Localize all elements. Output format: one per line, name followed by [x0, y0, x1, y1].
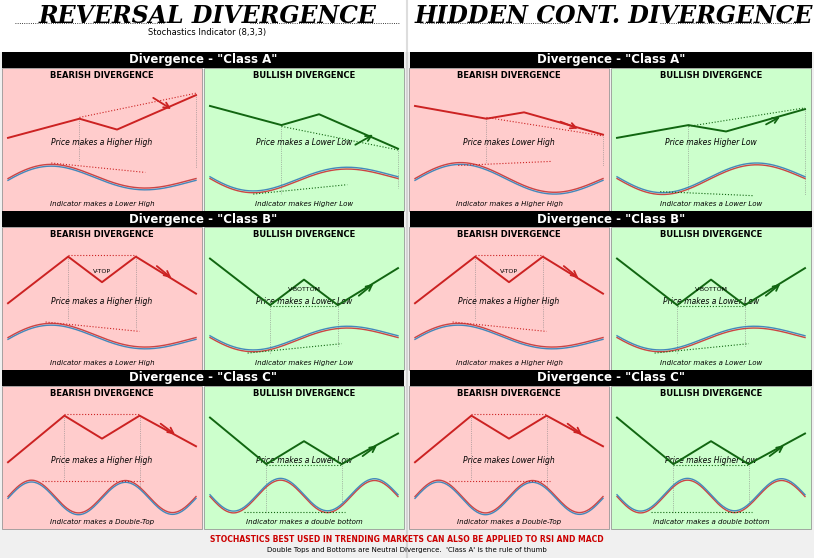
Text: Indicator makes a Higher High: Indicator makes a Higher High [456, 201, 562, 207]
Text: Indicator makes a double bottom: Indicator makes a double bottom [246, 519, 362, 525]
FancyBboxPatch shape [2, 370, 404, 386]
Text: Indicator makes Higher Low: Indicator makes Higher Low [255, 360, 353, 366]
Text: Stochastics Indicator (8,3,3): Stochastics Indicator (8,3,3) [148, 28, 266, 37]
Text: V-TOP: V-TOP [93, 270, 111, 274]
Text: Indicator makes a Double-Top: Indicator makes a Double-Top [457, 519, 561, 525]
Text: Indicator makes a Lower Low: Indicator makes a Lower Low [660, 360, 762, 366]
Text: BULLISH DIVERGENCE: BULLISH DIVERGENCE [660, 389, 762, 398]
Text: Indicator makes a Lower Low: Indicator makes a Lower Low [660, 201, 762, 207]
Text: V-BOTTOM: V-BOTTOM [694, 287, 728, 292]
Text: BEARISH DIVERGENCE: BEARISH DIVERGENCE [50, 71, 154, 80]
Text: BULLISH DIVERGENCE: BULLISH DIVERGENCE [660, 71, 762, 80]
Text: Indicator makes a Higher High: Indicator makes a Higher High [456, 360, 562, 366]
Text: Price makes Lower High: Price makes Lower High [463, 138, 555, 147]
Text: Indicator makes Higher Low: Indicator makes Higher Low [255, 201, 353, 207]
Text: Indicator makes a Lower High: Indicator makes a Lower High [50, 360, 155, 366]
FancyBboxPatch shape [2, 68, 202, 211]
Text: Divergence - "Class B": Divergence - "Class B" [537, 213, 685, 225]
FancyBboxPatch shape [409, 386, 609, 529]
FancyBboxPatch shape [204, 386, 404, 529]
Text: Price makes Higher Low: Price makes Higher Low [665, 456, 757, 465]
FancyBboxPatch shape [611, 227, 811, 370]
Text: Price makes a Lower Low: Price makes a Lower Low [256, 297, 352, 306]
Text: V-BOTTOM: V-BOTTOM [287, 287, 321, 292]
FancyBboxPatch shape [0, 0, 814, 52]
Text: Indicator makes a Lower High: Indicator makes a Lower High [50, 201, 155, 207]
Text: Price makes a Lower Low: Price makes a Lower Low [256, 138, 352, 147]
Text: Divergence - "Class C": Divergence - "Class C" [537, 372, 685, 384]
FancyBboxPatch shape [2, 52, 404, 68]
Text: Price makes a Higher High: Price makes a Higher High [458, 297, 560, 306]
FancyBboxPatch shape [204, 68, 404, 211]
FancyBboxPatch shape [409, 227, 609, 370]
Text: Price makes a Higher High: Price makes a Higher High [51, 138, 153, 147]
FancyBboxPatch shape [611, 386, 811, 529]
FancyBboxPatch shape [410, 211, 812, 227]
Text: BEARISH DIVERGENCE: BEARISH DIVERGENCE [457, 389, 561, 398]
FancyBboxPatch shape [410, 52, 812, 68]
Text: STOCHASTICS BEST USED IN TRENDING MARKETS CAN ALSO BE APPLIED TO RSI AND MACD: STOCHASTICS BEST USED IN TRENDING MARKET… [210, 536, 604, 545]
Text: BEARISH DIVERGENCE: BEARISH DIVERGENCE [50, 230, 154, 239]
Text: Price makes a Higher High: Price makes a Higher High [51, 456, 153, 465]
Text: Indicator makes a Double-Top: Indicator makes a Double-Top [50, 519, 154, 525]
Text: Price makes a Lower Low: Price makes a Lower Low [663, 297, 759, 306]
FancyBboxPatch shape [611, 68, 811, 211]
Text: Divergence - "Class C": Divergence - "Class C" [129, 372, 277, 384]
FancyBboxPatch shape [2, 211, 404, 227]
Text: HIDDEN CONT. DIVERGENCE: HIDDEN CONT. DIVERGENCE [415, 4, 813, 28]
Text: Price makes Higher Low: Price makes Higher Low [665, 138, 757, 147]
Text: Price makes a Lower Low: Price makes a Lower Low [256, 456, 352, 465]
Text: Price makes Lower High: Price makes Lower High [463, 456, 555, 465]
Text: BEARISH DIVERGENCE: BEARISH DIVERGENCE [457, 230, 561, 239]
Text: Price makes a Higher High: Price makes a Higher High [51, 297, 153, 306]
Text: V-TOP: V-TOP [500, 270, 518, 274]
Text: BULLISH DIVERGENCE: BULLISH DIVERGENCE [660, 230, 762, 239]
Text: Divergence - "Class A": Divergence - "Class A" [129, 54, 278, 66]
FancyBboxPatch shape [204, 227, 404, 370]
Text: REVERSAL DIVERGENCE: REVERSAL DIVERGENCE [38, 4, 376, 28]
Text: Double Tops and Bottoms are Neutral Divergence.  'Class A' is the rule of thumb: Double Tops and Bottoms are Neutral Dive… [267, 547, 547, 553]
Text: Divergence - "Class A": Divergence - "Class A" [536, 54, 685, 66]
Text: BULLISH DIVERGENCE: BULLISH DIVERGENCE [253, 389, 355, 398]
Text: BEARISH DIVERGENCE: BEARISH DIVERGENCE [50, 389, 154, 398]
FancyBboxPatch shape [409, 68, 609, 211]
FancyBboxPatch shape [2, 227, 202, 370]
FancyBboxPatch shape [410, 370, 812, 386]
Text: Divergence - "Class B": Divergence - "Class B" [129, 213, 277, 225]
Text: BULLISH DIVERGENCE: BULLISH DIVERGENCE [253, 71, 355, 80]
Text: BEARISH DIVERGENCE: BEARISH DIVERGENCE [457, 71, 561, 80]
Text: BULLISH DIVERGENCE: BULLISH DIVERGENCE [253, 230, 355, 239]
FancyBboxPatch shape [2, 386, 202, 529]
Text: indicator makes a double bottom: indicator makes a double bottom [653, 519, 769, 525]
